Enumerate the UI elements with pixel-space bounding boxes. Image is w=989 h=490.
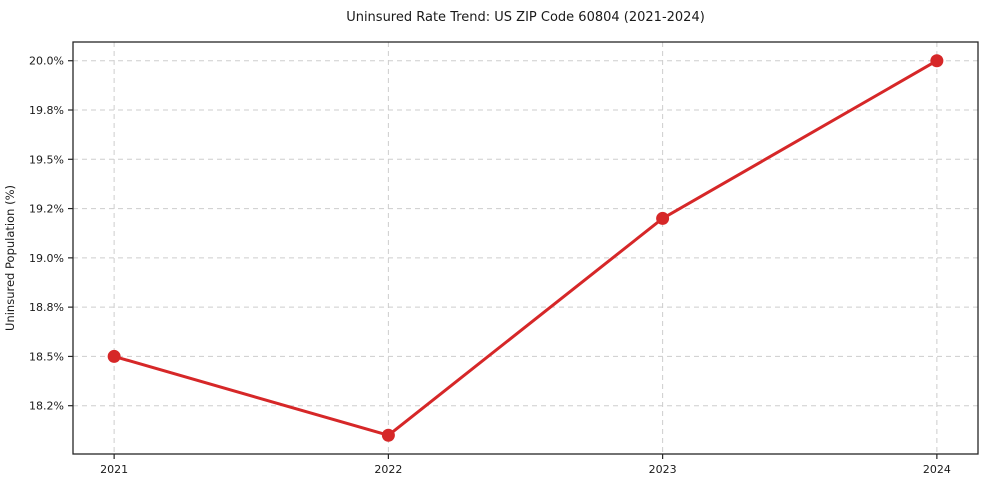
y-tick-label: 18.2% [29,400,64,413]
y-tick-label: 18.8% [29,301,64,314]
x-tick-label: 2024 [923,463,951,476]
axis-tick-labels: 2021 2022 2023 2024 18.2% 18.5% 18.8% 19.0% 19.2… [29,55,951,476]
x-tick-label: 2022 [374,463,402,476]
chart-title: Uninsured Rate Trend: US ZIP Code 60804 … [346,10,705,25]
x-tick-label: 2021 [100,463,128,476]
y-tick-label: 19.5% [29,153,64,166]
y-tick-label: 19.2% [29,203,64,216]
data-point-marker [107,349,121,363]
data-point-marker [381,428,395,442]
y-axis-label: Uninsured Population (%) [3,185,17,331]
data-point-marker [930,54,944,68]
data-point-marker [656,211,670,225]
y-tick-label: 20.0% [29,55,64,68]
gridlines [73,42,978,454]
axis-ticks [68,60,938,459]
plot-frame [72,41,979,455]
x-tick-label: 2023 [649,463,677,476]
y-tick-label: 19.8% [29,104,64,117]
trend-line [112,59,939,437]
y-tick-label: 18.5% [29,350,64,363]
y-tick-label: 19.0% [29,252,64,265]
data-series [107,54,944,442]
